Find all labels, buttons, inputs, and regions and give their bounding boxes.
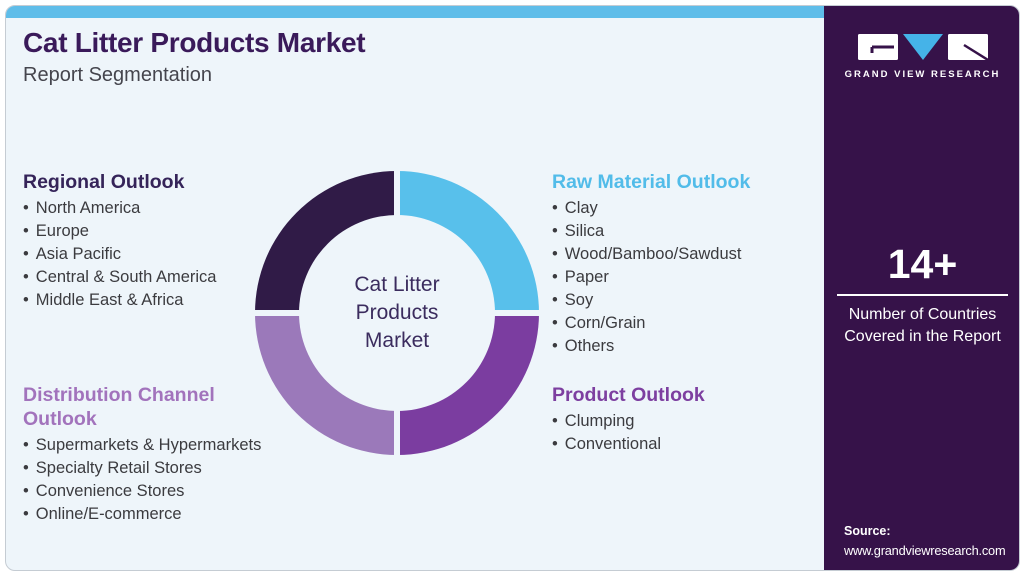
page-subtitle: Report Segmentation <box>23 64 213 86</box>
section-raw-material-outlook: Raw Material Outlook Clay Silica Wood/Ba… <box>552 170 852 358</box>
list-item: Middle East & Africa <box>23 289 323 312</box>
distribution-channel-list: Supermarkets & Hypermarkets Specialty Re… <box>23 434 323 526</box>
distribution-channel-heading: Distribution Channel Outlook <box>23 384 215 430</box>
list-item: Silica <box>552 220 852 243</box>
list-item: Online/E-commerce <box>23 503 323 526</box>
regional-outlook-heading: Regional Outlook <box>23 171 185 193</box>
list-item: Convenience Stores <box>23 480 323 503</box>
top-accent-bar <box>6 6 824 18</box>
countries-caption: Number of Countries Covered in the Repor… <box>844 306 1001 345</box>
source-url: www.grandviewresearch.com <box>844 543 1006 558</box>
list-item: Europe <box>23 220 323 243</box>
sidebar: GRAND VIEW RESEARCH 14+ Number of Countr… <box>824 6 1019 570</box>
list-item: Conventional <box>552 433 852 456</box>
center-label-line: Products <box>355 301 439 324</box>
list-item: Clumping <box>552 410 852 433</box>
regional-outlook-list: North America Europe Asia Pacific Centra… <box>23 197 323 312</box>
donut-center-label: Cat Litter Products Market <box>255 171 539 455</box>
list-item: Central & South America <box>23 266 323 289</box>
list-item: Supermarkets & Hypermarkets <box>23 434 323 457</box>
center-label-line: Cat Litter <box>354 273 440 296</box>
source-block: Source: www.grandviewresearch.com <box>844 524 1006 558</box>
list-item: Clay <box>552 197 852 220</box>
raw-material-list: Clay Silica Wood/Bamboo/Sawdust Paper So… <box>552 197 852 358</box>
source-label: Source: <box>844 524 891 538</box>
center-label-line: Market <box>364 329 430 352</box>
list-item: Corn/Grain <box>552 312 852 335</box>
section-distribution-channel-outlook: Distribution Channel Outlook Supermarket… <box>23 383 323 526</box>
grand-view-research-logo: GRAND VIEW RESEARCH <box>824 31 1019 80</box>
logo-wordmark: GRAND VIEW RESEARCH <box>844 69 1001 80</box>
countries-stat: 14+ Number of Countries Covered in the R… <box>824 241 1019 348</box>
countries-count: 14+ <box>887 241 958 287</box>
donut-chart: Cat Litter Products Market <box>255 171 539 455</box>
list-item: Soy <box>552 289 852 312</box>
product-outlook-list: Clumping Conventional <box>552 410 852 456</box>
product-outlook-heading: Product Outlook <box>552 384 705 406</box>
page-title: Cat Litter Products Market <box>23 27 366 58</box>
header: Cat Litter Products Market Report Segmen… <box>23 27 366 87</box>
gvr-logo-icon <box>857 34 988 62</box>
section-regional-outlook: Regional Outlook North America Europe As… <box>23 170 323 312</box>
list-item: Wood/Bamboo/Sawdust <box>552 243 852 266</box>
report-card: Cat Litter Products Market Report Segmen… <box>5 5 1020 571</box>
list-item: Asia Pacific <box>23 243 323 266</box>
stat-divider <box>837 294 1008 296</box>
list-item: Specialty Retail Stores <box>23 457 323 480</box>
donut-hole <box>299 215 495 411</box>
raw-material-heading: Raw Material Outlook <box>552 171 751 193</box>
list-item: North America <box>23 197 323 220</box>
section-product-outlook: Product Outlook Clumping Conventional <box>552 383 852 456</box>
list-item: Others <box>552 335 852 358</box>
list-item: Paper <box>552 266 852 289</box>
